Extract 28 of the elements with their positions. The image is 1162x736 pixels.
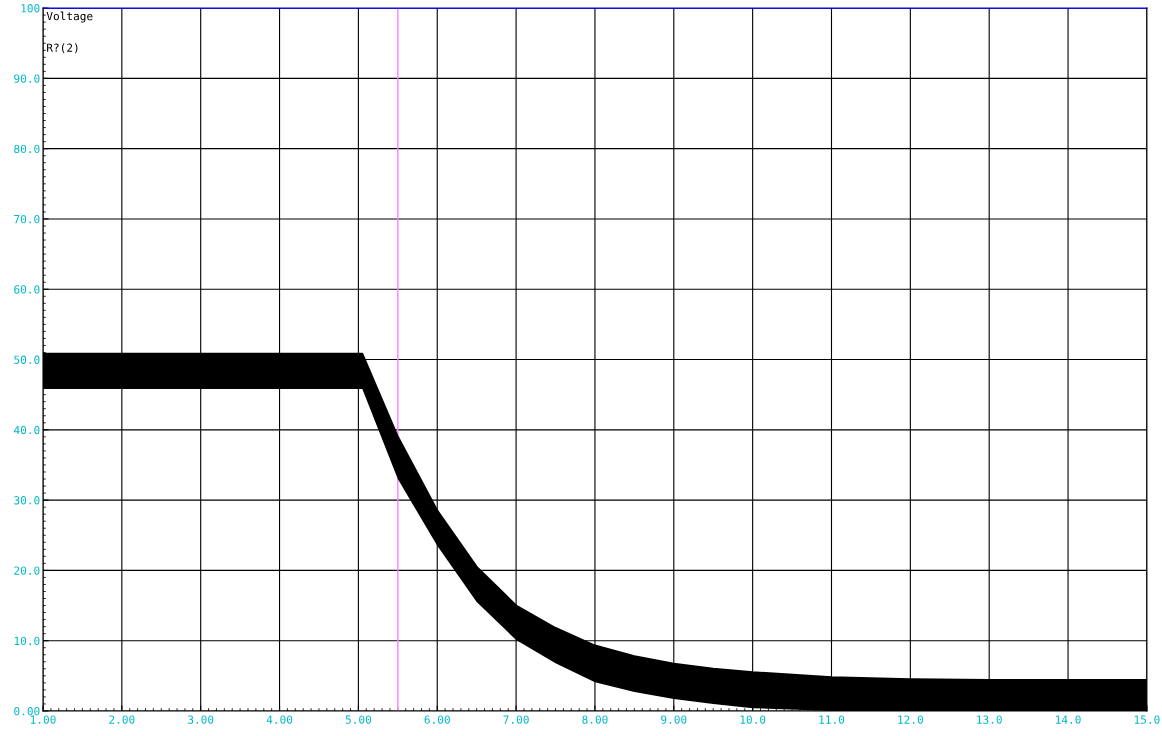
x-tick-label: 8.00	[582, 715, 608, 724]
x-tick-label: 7.00	[503, 715, 529, 724]
x-tick-label: 9.00	[661, 715, 687, 724]
annotation: Voltage	[46, 11, 93, 23]
x-tick-label: 5.00	[345, 715, 372, 724]
y-tick-label: 10.0	[14, 636, 40, 646]
x-tick-label: 4.00	[266, 715, 293, 724]
x-tick-label: 3.00	[188, 715, 214, 724]
y-tick-label: 80.0	[14, 144, 40, 154]
y-tick-label: 90.0	[14, 74, 40, 83]
y-tick-label: 40.0	[14, 425, 40, 435]
y-tick-label: 20.0	[14, 566, 40, 575]
x-tick-label: 6.00	[424, 715, 450, 724]
x-tick-label: 2.00	[109, 715, 135, 724]
y-tick-label: 70.0	[14, 214, 40, 224]
x-tick-label: 12.0	[898, 715, 923, 724]
x-tick-label: 13.0	[977, 715, 1002, 724]
x-tick-label: 11.0	[819, 715, 845, 724]
y-tick-label: 30.0	[14, 496, 40, 505]
x-tick-label: 1.00	[30, 715, 56, 724]
y-tick-label: 100	[21, 4, 40, 13]
x-tick-label: 10.0	[740, 715, 766, 724]
y-tick-label: 0.00	[14, 706, 40, 716]
x-tick-label: 14.0	[1056, 715, 1081, 724]
x-tick-label: 15.0	[1134, 715, 1160, 724]
y-tick-label: 50.0	[14, 355, 40, 364]
annotation: R?(2)	[47, 43, 78, 54]
y-tick-label: 60.0	[14, 285, 40, 294]
